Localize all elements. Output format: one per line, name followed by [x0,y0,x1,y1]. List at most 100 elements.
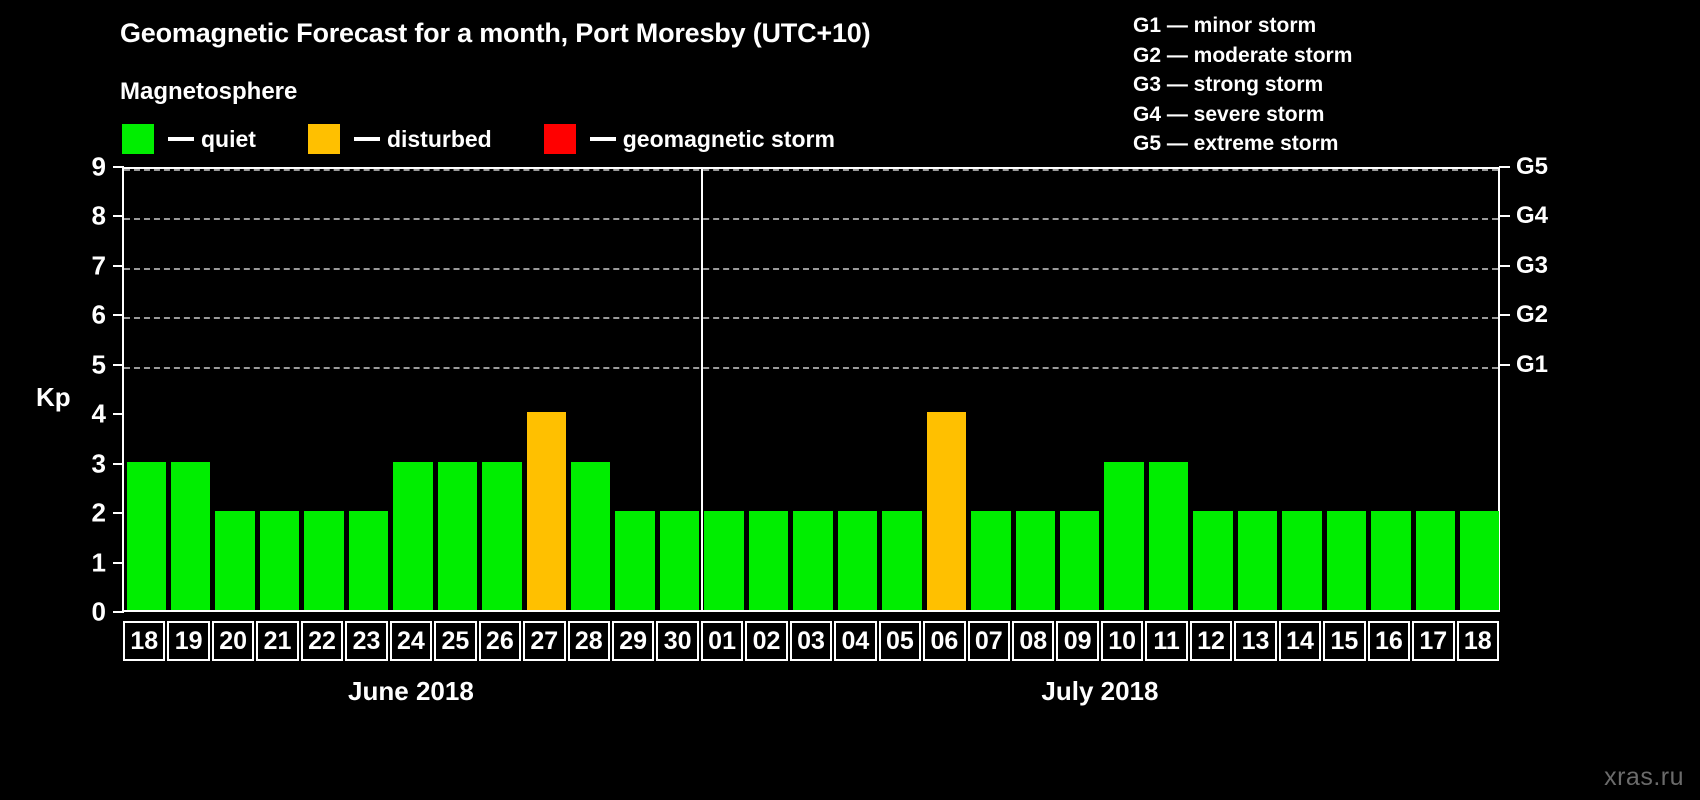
y-axis-title: Kp [36,382,71,412]
date-label-july-07[interactable]: 07 [967,621,1011,661]
date-label-july-15[interactable]: 15 [1323,621,1366,661]
bar-fill [126,461,166,610]
bar-july-15[interactable] [1326,511,1367,610]
bar-june-24[interactable] [393,461,433,610]
date-label-july-01[interactable]: 01 [700,621,744,661]
date-label-july-14[interactable]: 14 [1278,621,1322,661]
bar-june-26[interactable] [482,461,522,610]
date-label-june-28[interactable]: 28 [567,621,610,661]
date-label-july-11[interactable]: 11 [1145,621,1188,661]
date-label-june-19[interactable]: 19 [167,621,210,661]
bar-july-05[interactable] [882,511,922,610]
month-caption-june: June 2018 [348,676,474,706]
bar-july-14[interactable] [1282,511,1322,610]
g-tick-label-G1: G1 [1516,350,1549,378]
bar-june-19[interactable] [170,461,211,610]
bar-july-07[interactable] [971,511,1011,610]
date-label-july-04[interactable]: 04 [834,621,877,661]
bar-july-10[interactable] [1104,461,1144,610]
bar-july-08[interactable] [1015,511,1055,610]
bar-fill [1282,511,1322,610]
bar-july-12[interactable] [1193,511,1233,610]
bar-fill [1415,511,1456,610]
bar-june-30[interactable] [659,511,700,610]
date-label-june-20[interactable]: 20 [211,621,255,661]
page-title: Geomagnetic Forecast for a month, Port M… [120,18,871,48]
bar-june-29[interactable] [615,511,655,610]
gscale-row-g5: G5 — extreme storm [1133,132,1339,155]
watermark: xras.ru [1604,763,1684,791]
gscale-row-g1: G1 — minor storm [1133,14,1317,37]
date-label-june-21[interactable]: 21 [256,621,299,661]
y-tick-label-6: 6 [91,299,106,330]
y-tick-label-0: 0 [91,596,106,627]
bar-fill [259,511,300,610]
date-label-june-25[interactable]: 25 [434,621,477,661]
y-tick-label-3: 3 [91,448,106,479]
y-tick-label-8: 8 [91,200,106,231]
date-label-june-18[interactable]: 18 [123,621,166,661]
date-label-july-13[interactable]: 13 [1234,621,1277,661]
y-tick-label-4: 4 [91,398,106,429]
bar-july-06[interactable] [926,412,967,610]
gridline-kp-7 [124,267,1498,270]
date-label-july-17[interactable]: 17 [1412,621,1455,661]
y-tick-mark-7 [113,264,124,267]
date-label-july-10[interactable]: 10 [1100,621,1144,661]
y-tick-label-7: 7 [91,250,106,281]
date-label-july-05[interactable]: 05 [878,621,922,661]
bar-june-23[interactable] [348,511,389,610]
date-label-july-12[interactable]: 12 [1189,621,1233,661]
bar-fill [215,511,255,610]
date-label-july-16[interactable]: 16 [1367,621,1411,661]
date-label-july-18[interactable]: 18 [1456,621,1499,661]
g-tick-mark-G5 [1499,166,1510,168]
bar-fill [1371,511,1411,610]
date-label-june-24[interactable]: 24 [389,621,433,661]
bar-fill [615,511,655,610]
magnetosphere-legend: quiet disturbed geomagnetic storm [122,123,835,155]
bar-june-25[interactable] [437,461,478,610]
g-tick-mark-G1 [1499,363,1510,366]
bar-fill [882,511,922,610]
gridline-kp-6 [124,317,1498,320]
date-label-june-30[interactable]: 30 [656,621,699,661]
y-tick-mark-6 [113,314,124,317]
bar-june-28[interactable] [571,461,611,610]
disturbed-swatch [307,124,340,154]
date-label-june-26[interactable]: 26 [478,621,522,661]
bar-july-18[interactable] [1460,511,1500,610]
bar-july-16[interactable] [1371,511,1411,610]
bar-july-04[interactable] [837,511,878,610]
bar-june-22[interactable] [304,511,344,610]
date-label-june-27[interactable]: 27 [523,621,566,661]
bar-july-09[interactable] [1059,511,1100,610]
gscale-row-g3: G3 — strong storm [1133,73,1324,96]
bar-june-20[interactable] [215,511,255,610]
date-label-june-23[interactable]: 23 [345,621,388,661]
date-label-june-22[interactable]: 22 [300,621,344,661]
bar-july-02[interactable] [748,511,789,610]
bar-fill [348,511,389,610]
date-label-july-09[interactable]: 09 [1056,621,1099,661]
bar-july-03[interactable] [793,511,833,610]
magnetosphere-label: Magnetosphere [120,78,298,105]
bar-june-27[interactable] [526,412,566,610]
date-label-july-03[interactable]: 03 [789,621,833,661]
legend-entry-quiet: quiet [122,123,256,155]
date-label-july-02[interactable]: 02 [745,621,788,661]
g-tick-label-G2: G2 [1516,301,1549,329]
date-label-july-08[interactable]: 08 [1012,621,1055,661]
bar-fill [793,511,833,610]
date-label-june-29[interactable]: 29 [611,621,655,661]
bar-july-11[interactable] [1148,461,1189,610]
bar-july-01[interactable] [704,511,744,610]
bar-june-21[interactable] [259,511,300,610]
storm-swatch [543,124,576,154]
y-tick-label-1: 1 [91,547,106,578]
bar-july-13[interactable] [1237,511,1278,610]
date-label-july-06[interactable]: 06 [923,621,966,661]
bar-fill [170,461,211,610]
bar-july-17[interactable] [1415,511,1456,610]
bar-june-18[interactable] [126,461,166,610]
